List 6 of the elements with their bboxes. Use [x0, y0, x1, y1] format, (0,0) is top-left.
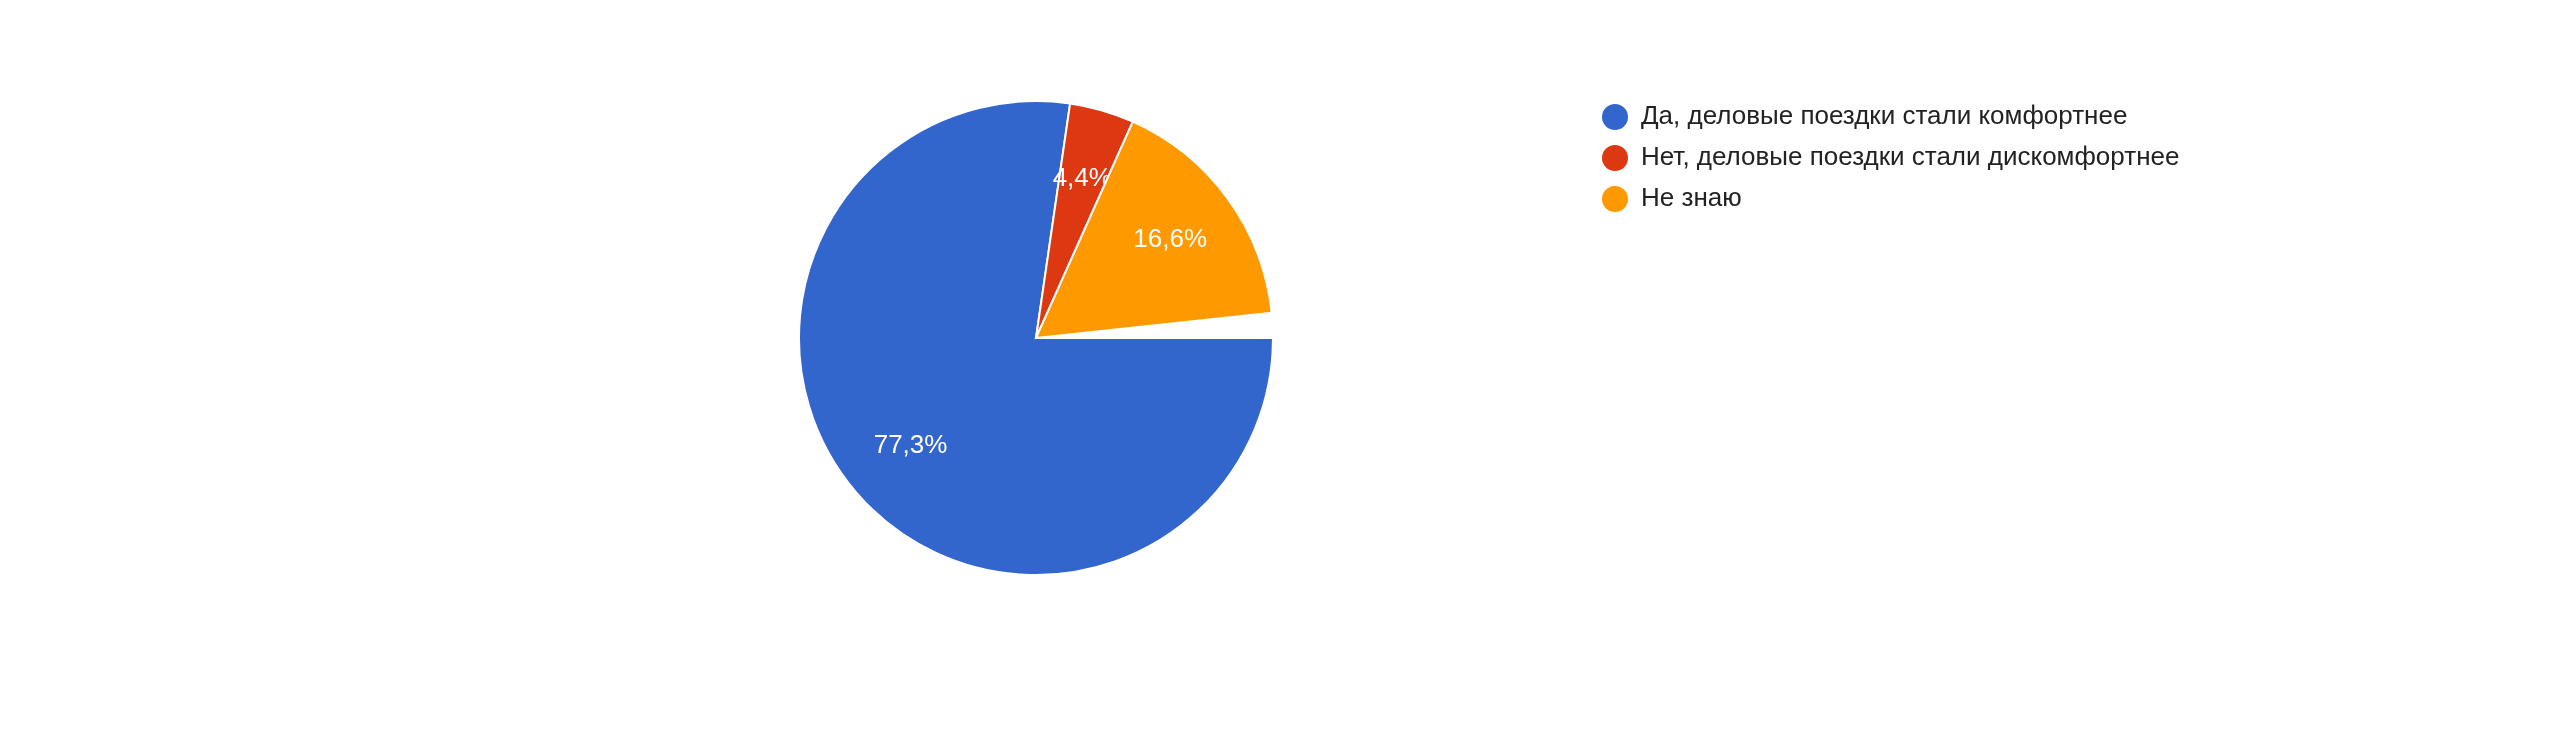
legend-label: Да, деловые поездки стали комфортнее [1641, 99, 2128, 130]
data-label: 77,3% [873, 429, 948, 460]
legend-label: Нет, деловые поездки стали дискомфортнее [1641, 140, 2180, 171]
data-label: 16,6% [1133, 223, 1208, 254]
legend-label: Не знаю [1641, 181, 1742, 212]
pie-slice [798, 100, 1274, 576]
